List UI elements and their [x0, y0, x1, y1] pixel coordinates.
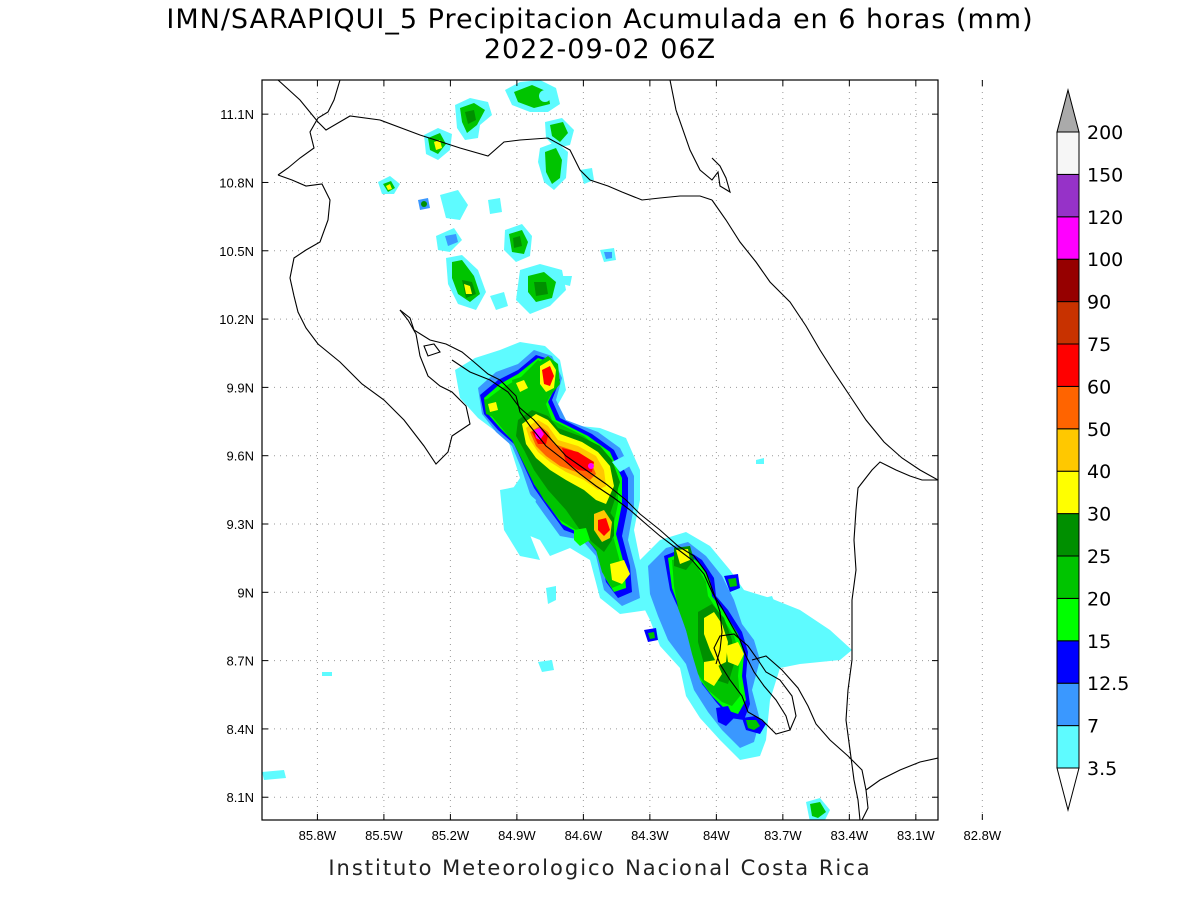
- colorbar-label: 7: [1087, 716, 1099, 738]
- lon-tick-label: 83.4W: [831, 828, 869, 843]
- colorbar-bin: [1056, 385, 1080, 430]
- lat-tick-label: 8.1N: [227, 790, 254, 805]
- gulf-island: [423, 343, 441, 357]
- lat-tick-label: 9N: [237, 585, 254, 600]
- longitude-axis: 85.8W 85.5W 85.2W 84.9W 84.6W 84.3W 84W 83.7W 83…: [299, 80, 1002, 843]
- lat-tick-label: 10.5N: [219, 244, 254, 259]
- osa-peninsula: [713, 633, 797, 731]
- lon-tick-label: 82.8W: [964, 828, 1002, 843]
- map-title: IMN/SARAPIQUI_5 Precipitacion Acumulada …: [166, 4, 1034, 35]
- latitude-axis: 11.1N 10.8N 10.5N 10.2N 9.9N 9.6N 9.3N 9N 8.7N 8.…: [219, 107, 938, 805]
- panama-border: [845, 461, 938, 820]
- colorbar-label: 20: [1087, 588, 1111, 610]
- colorbar-label: 12.5: [1087, 673, 1129, 695]
- map-frame: [261, 79, 939, 821]
- colorbar-bin: [1056, 555, 1080, 599]
- colorbar-label: 30: [1087, 504, 1111, 526]
- lon-tick-label: 84W: [703, 828, 730, 843]
- lon-tick-label: 83.7W: [764, 828, 802, 843]
- lon-tick-label: 85.5W: [365, 828, 403, 843]
- colorbar-bin: [1056, 470, 1080, 515]
- lat-tick-label: 9.3N: [227, 517, 254, 532]
- colorbar-label: 60: [1087, 376, 1111, 398]
- colorbar-label: 75: [1087, 334, 1111, 356]
- colorbar-bin: [1056, 173, 1080, 218]
- lon-tick-label: 85.8W: [299, 828, 337, 843]
- colorbar-bin: [1056, 428, 1080, 472]
- precip-band-central: [455, 342, 650, 614]
- colorbar-bin: [1056, 131, 1080, 175]
- colorbar: 3.5 7 12.5 15 20 25 30 40 50 60 75 90 100 120 150 200: [1056, 88, 1129, 812]
- colorbar-bin: [1056, 258, 1080, 303]
- colorbar-label: 150: [1087, 164, 1123, 186]
- panama-coast: [865, 757, 938, 791]
- lat-tick-label: 9.9N: [227, 380, 254, 395]
- caribbean-coast-north: [669, 80, 731, 194]
- pacific-coast-nicoya: [277, 174, 471, 465]
- lat-tick-label: 9.6N: [227, 449, 254, 464]
- precip-cell-mid-north: [436, 224, 616, 314]
- colorbar-label: 15: [1087, 631, 1111, 653]
- colorbar-bin-above: [1056, 88, 1080, 133]
- colorbar-label: 3.5: [1087, 758, 1117, 780]
- colorbar-label: 40: [1087, 461, 1111, 483]
- colorbar-bin: [1056, 597, 1080, 642]
- colorbar-bin-below: [1056, 767, 1080, 812]
- lon-tick-label: 84.9W: [498, 828, 536, 843]
- lat-tick-label: 8.4N: [227, 722, 254, 737]
- lon-tick-label: 83.1W: [897, 828, 935, 843]
- colorbar-label: 25: [1087, 546, 1111, 568]
- division-line: [451, 359, 723, 665]
- footer-credit: Instituto Meteorologico Nacional Costa R…: [328, 856, 872, 880]
- colorbar-label: 120: [1087, 207, 1123, 229]
- colorbar-bin: [1056, 301, 1080, 345]
- colorbar-label: 200: [1087, 122, 1123, 144]
- lake-nicaragua-shore: [277, 80, 341, 176]
- colorbar-bin: [1056, 725, 1080, 769]
- lon-tick-label: 84.6W: [565, 828, 603, 843]
- map-subtitle-date: 2022-09-02 06Z: [483, 34, 717, 65]
- colorbar-label: 90: [1087, 292, 1111, 314]
- lon-tick-label: 85.2W: [432, 828, 470, 843]
- lat-tick-label: 10.8N: [219, 175, 254, 190]
- colorbar-label: 50: [1087, 419, 1111, 441]
- gulf-nicoya-shore: [399, 309, 501, 381]
- coastlines-borders: [277, 80, 938, 820]
- lat-tick-label: 10.2N: [219, 312, 254, 327]
- colorbar-bin: [1056, 343, 1080, 387]
- pacific-coast-central: [499, 379, 791, 735]
- caribbean-coast: [711, 199, 938, 481]
- golfo-dulce-coast: [751, 655, 869, 820]
- precipitation-field: [262, 80, 852, 820]
- nicaragua-border: [277, 80, 713, 201]
- lon-tick-label: 84.3W: [631, 828, 669, 843]
- lat-tick-label: 8.7N: [227, 654, 254, 669]
- colorbar-bin: [1056, 513, 1080, 557]
- precip-cell-north: [378, 80, 594, 220]
- colorbar-label: 100: [1087, 249, 1123, 271]
- lat-tick-label: 11.1N: [220, 107, 254, 122]
- colorbar-bin: [1056, 682, 1080, 727]
- colorbar-bin: [1056, 640, 1080, 684]
- colorbar-bin: [1056, 216, 1080, 260]
